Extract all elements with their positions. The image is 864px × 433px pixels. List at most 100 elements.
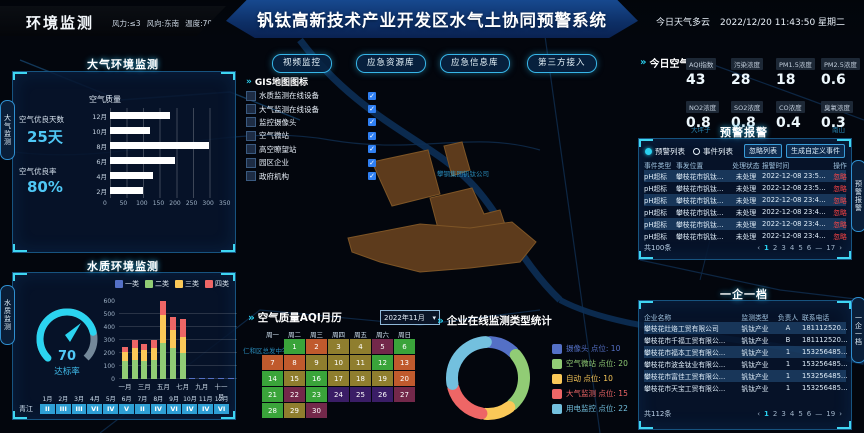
axis-tick-label: 五月 bbox=[156, 383, 170, 391]
axis-tick-label: 600 bbox=[103, 298, 115, 305]
create-custom-event-button[interactable]: 生成自定义事件 bbox=[786, 144, 845, 158]
page-prev-icon[interactable]: ‹ bbox=[757, 244, 761, 252]
page-number[interactable]: 1 bbox=[764, 244, 769, 252]
page-number[interactable]: 4 bbox=[789, 244, 795, 252]
layer-item[interactable]: 大气监测在线设备 ✓ bbox=[246, 102, 376, 115]
page-number[interactable]: 5 bbox=[798, 410, 803, 418]
datetime: 2022/12/20 11:43:50 星期二 bbox=[720, 18, 846, 28]
table-row[interactable]: pH超标 攀枝花市钒钛产... 未处理 2022-12-08 23:43:00 忽略 bbox=[644, 218, 847, 230]
table-row[interactable]: pH超标 攀枝花市钒钛产... 未处理 2022-12-08 23:42:00 忽略 bbox=[644, 230, 847, 242]
ignore-list-button[interactable]: 忽略列表 bbox=[744, 144, 782, 158]
page-next-icon[interactable]: › bbox=[839, 244, 842, 252]
ignore-action[interactable]: 忽略 bbox=[833, 173, 847, 181]
table-row[interactable]: 攀枝花市富佳工贸有限公... 钒钛产业 1 15325648510 bbox=[644, 370, 850, 382]
layer-type-icon bbox=[246, 90, 256, 101]
table-row[interactable]: 攀枝花灶烙工贸有限公司 钒钛产业 A 18111252048 bbox=[644, 322, 850, 334]
ignore-action[interactable]: 忽略 bbox=[833, 209, 847, 217]
table-row[interactable]: 攀枝花市波金钛业有限公... 钒钛产业 1 15325648510 bbox=[644, 358, 850, 370]
month-label: 10月 bbox=[183, 395, 197, 403]
layer-item[interactable]: 高空瞭望站 ✓ bbox=[246, 143, 376, 156]
layer-item[interactable]: 空气微站 ✓ bbox=[246, 129, 376, 142]
checkbox-checked-icon[interactable]: ✓ bbox=[368, 118, 376, 127]
page-number[interactable]: 2 bbox=[772, 244, 778, 252]
emergency-resource-button[interactable]: 应急资源库 bbox=[356, 54, 426, 73]
table-row[interactable]: 攀枝花市天宝工贸有限公... 钒钛产业 1 15325648510 bbox=[644, 382, 850, 394]
video-monitor-button[interactable]: 视频监控 bbox=[272, 54, 333, 73]
axis-tick-label: 0 bbox=[103, 200, 107, 207]
ignore-action[interactable]: 忽略 bbox=[833, 197, 847, 205]
month-label: 9月 bbox=[169, 395, 179, 403]
page-number[interactable]: 6 bbox=[806, 244, 812, 252]
table-cell: 攀枝花市钒钛产... bbox=[676, 173, 731, 181]
gis-legend-header[interactable]: » GIS地图图标 bbox=[246, 74, 376, 89]
checkbox-checked-icon[interactable]: ✓ bbox=[368, 172, 376, 181]
page-number[interactable]: 4 bbox=[789, 410, 795, 418]
layer-item[interactable]: 水质监测在线设备 ✓ bbox=[246, 89, 376, 102]
alarm-tab[interactable]: 预警列表 bbox=[645, 146, 685, 157]
page-prev-icon[interactable]: ‹ bbox=[757, 410, 761, 418]
enterprise-total: 共112条 bbox=[644, 410, 672, 418]
air-metric-value: 43 bbox=[686, 72, 706, 88]
page-number[interactable]: 3 bbox=[781, 410, 786, 418]
checkbox-checked-icon[interactable]: ✓ bbox=[368, 131, 376, 140]
column-header: 联系电话 bbox=[802, 313, 830, 322]
side-tab-air-monitor[interactable]: 大气监测 bbox=[0, 100, 15, 160]
page-number[interactable]: 3 bbox=[781, 244, 786, 252]
bar-segment bbox=[122, 352, 128, 361]
page-ellipsis: — bbox=[815, 410, 823, 418]
bar bbox=[110, 157, 175, 164]
layer-item[interactable]: 政府机构 ✓ bbox=[246, 169, 376, 182]
page-next-icon[interactable]: › bbox=[839, 410, 842, 418]
ignore-action[interactable]: 忽略 bbox=[833, 221, 847, 229]
side-tab-alarm[interactable]: 预警报警 bbox=[851, 160, 864, 232]
legend-item: 摄像头 点位: 10 bbox=[552, 341, 628, 356]
layer-item-label: 园区企业 bbox=[259, 158, 289, 168]
table-row[interactable]: pH超标 攀枝花市钒钛产... 未处理 2022-12-08 23:47:00 忽略 bbox=[644, 194, 847, 206]
axis-tick-label: 50 bbox=[119, 200, 128, 207]
checkbox-checked-icon[interactable]: ✓ bbox=[368, 91, 376, 100]
checkbox-checked-icon[interactable]: ✓ bbox=[368, 145, 376, 154]
checkbox-checked-icon[interactable]: ✓ bbox=[368, 105, 376, 114]
calendar-day-cell: 20 bbox=[394, 371, 415, 386]
table-row[interactable]: 攀枝花市千福工贸有限公... 钒钛产业 B 18111252048 bbox=[644, 334, 850, 346]
bar bbox=[110, 187, 144, 194]
stacked-bar bbox=[198, 378, 205, 379]
calendar-day-cell: 24 bbox=[328, 387, 349, 402]
third-party-access-button[interactable]: 第三方接入 bbox=[527, 54, 597, 73]
month-label: 11月 bbox=[198, 395, 213, 403]
layer-item[interactable]: 园区企业 ✓ bbox=[246, 156, 376, 169]
weekday-label: 周日 bbox=[398, 331, 411, 339]
bar-category-label: 6月 bbox=[96, 157, 107, 166]
page-number[interactable]: 17 bbox=[826, 244, 836, 252]
page-number[interactable]: 6 bbox=[806, 410, 812, 418]
bar-segment bbox=[131, 340, 138, 348]
emergency-info-button[interactable]: 应急信息库 bbox=[440, 54, 510, 73]
ignore-action[interactable]: 忽略 bbox=[833, 185, 847, 193]
checkbox-checked-icon[interactable]: ✓ bbox=[368, 158, 376, 167]
table-row[interactable]: pH超标 攀枝花市钒钛产... 未处理 2022-12-08 23:55:04 忽略 bbox=[644, 182, 847, 194]
weekday-label: 周一 bbox=[266, 331, 279, 339]
month-select-dropdown[interactable]: 2022年11月 ▾ bbox=[380, 310, 440, 325]
bar-segment bbox=[170, 329, 176, 349]
page-number[interactable]: 2 bbox=[772, 410, 778, 418]
side-tab-water-monitor[interactable]: 水质监测 bbox=[0, 285, 15, 345]
header-right: 今日天气多云 2022/12/20 11:43:50 星期二 bbox=[656, 15, 845, 28]
table-cell: 未处理 bbox=[735, 209, 757, 217]
air-metric-label: 污染浓度 bbox=[731, 58, 763, 70]
bar-category-label: 2月 bbox=[96, 187, 107, 196]
table-row[interactable]: 攀枝花市福本工贸有限公... 钒钛产业 1 15325648510 bbox=[644, 346, 850, 358]
double-chevron-icon: » bbox=[437, 314, 444, 327]
calendar-day-cell: 14 bbox=[262, 371, 283, 386]
layer-item[interactable]: 监控摄像头 ✓ bbox=[246, 116, 376, 129]
table-cell: 攀枝花市钒钛产... bbox=[676, 221, 731, 229]
page-number[interactable]: 1 bbox=[764, 410, 769, 418]
ignore-action[interactable]: 忽略 bbox=[833, 233, 847, 241]
alarm-tab[interactable]: 事件列表 bbox=[693, 146, 733, 157]
aqi-calendar-title: 空气质量AQI月历 bbox=[257, 312, 342, 324]
table-row[interactable]: pH超标 攀枝花市钒钛产... 未处理 2022-12-08 23:59:00 忽略 bbox=[644, 170, 847, 182]
page-number[interactable]: 19 bbox=[826, 410, 836, 418]
side-tab-enterprise[interactable]: 一企一档 bbox=[851, 297, 864, 363]
layer-item-label: 政府机构 bbox=[259, 171, 289, 181]
table-row[interactable]: pH超标 攀枝花市钒钛产... 未处理 2022-12-08 23:46:00 忽略 bbox=[644, 206, 847, 218]
page-number[interactable]: 5 bbox=[798, 244, 803, 252]
